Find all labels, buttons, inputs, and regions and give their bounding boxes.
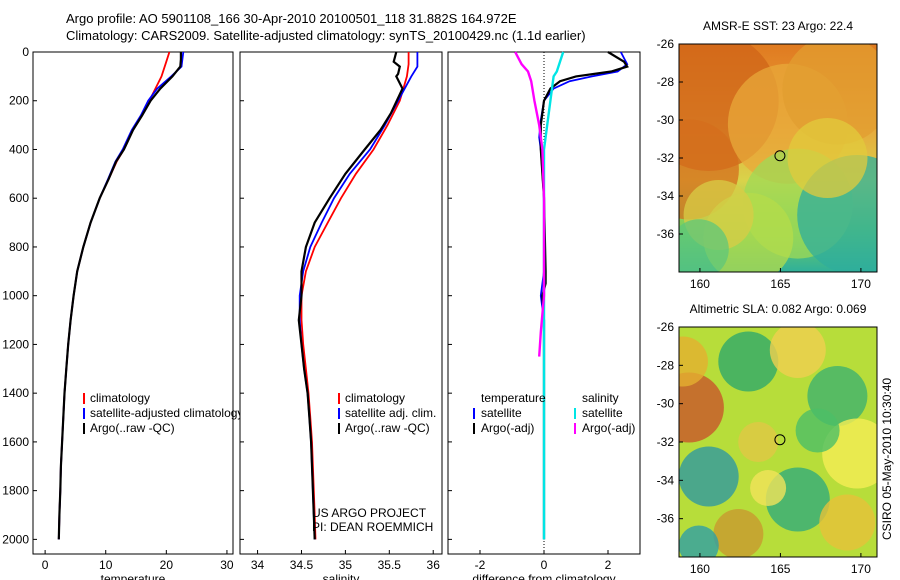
x-tick-label: 35.5 bbox=[378, 558, 402, 572]
y-tick-label: 1600 bbox=[2, 435, 29, 449]
side-timestamp-label: CSIRO 05-May-2010 10:30:40 bbox=[880, 377, 894, 540]
legend-title-temperature: temperature bbox=[481, 391, 546, 405]
legend-label: Argo(..raw -QC) bbox=[345, 421, 430, 435]
y-tick-label: -30 bbox=[657, 113, 675, 127]
y-tick-label: -28 bbox=[657, 75, 675, 89]
y-tick-label: -34 bbox=[657, 189, 675, 203]
y-tick-label: -36 bbox=[657, 512, 675, 526]
y-tick-label: 2000 bbox=[2, 532, 29, 546]
x-tick-label: 170 bbox=[851, 277, 871, 291]
y-tick-label: -34 bbox=[657, 473, 675, 487]
y-tick-label: 800 bbox=[9, 240, 29, 254]
sst-blob bbox=[787, 118, 868, 198]
legend-label: Argo(-adj) bbox=[582, 421, 635, 435]
project-annotation: US ARGO PROJECT bbox=[312, 506, 427, 520]
y-tick-label: 1200 bbox=[2, 337, 29, 351]
legend-title-salinity: salinity bbox=[582, 391, 619, 405]
y-tick-label: 400 bbox=[9, 142, 29, 156]
project-annotation: PI: DEAN ROEMMICH bbox=[312, 520, 433, 534]
sla-blob bbox=[795, 408, 840, 453]
legend-label: satellite bbox=[582, 406, 623, 420]
y-tick-label: -30 bbox=[657, 397, 675, 411]
y-tick-label: -28 bbox=[657, 358, 675, 372]
x-tick-label: 165 bbox=[770, 562, 790, 576]
sla-blob bbox=[819, 494, 876, 551]
difference-x-axis-label: difference from climatology bbox=[472, 572, 615, 580]
legend-label: climatology bbox=[90, 391, 150, 405]
argo-position-marker bbox=[774, 150, 786, 162]
y-tick-label: 1000 bbox=[2, 289, 29, 303]
sla-blob bbox=[679, 525, 719, 557]
x-tick-label: 0 bbox=[42, 558, 49, 572]
sla-blob bbox=[713, 509, 764, 557]
series-line-argo--adj- bbox=[514, 51, 546, 357]
x-tick-label: 35 bbox=[339, 558, 353, 572]
legend-label: satellite-adjusted climatology bbox=[90, 406, 243, 420]
salinity-x-axis-label: salinity bbox=[323, 572, 360, 580]
sla-blob bbox=[738, 422, 779, 462]
header-line-1: Argo profile: AO 5901108_166 30-Apr-2010… bbox=[66, 11, 517, 26]
y-tick-label: 1800 bbox=[2, 484, 29, 498]
x-tick-label: 36 bbox=[427, 558, 441, 572]
y-tick-label: 1400 bbox=[2, 386, 29, 400]
x-tick-label: 160 bbox=[690, 562, 710, 576]
y-tick-label: 200 bbox=[9, 94, 29, 108]
x-tick-label: -2 bbox=[475, 558, 486, 572]
x-tick-label: 0 bbox=[541, 558, 548, 572]
legend-label: satellite bbox=[481, 406, 522, 420]
sst-blob bbox=[679, 219, 729, 272]
temperature-panel: 0 10 20 30 0 200 400 600 800 1000 1200 1400 1600 1800… bbox=[2, 45, 243, 580]
x-tick-label: 170 bbox=[851, 562, 871, 576]
x-tick-label: 165 bbox=[770, 277, 790, 291]
g-sst-field bbox=[679, 44, 877, 272]
argo-position-marker bbox=[774, 434, 786, 446]
y-tick-label: -32 bbox=[657, 435, 675, 449]
sla-blob bbox=[750, 470, 787, 506]
sla-blob bbox=[718, 331, 779, 392]
x-tick-label: 2 bbox=[605, 558, 612, 572]
sla-blob bbox=[679, 372, 724, 443]
sla-blob bbox=[769, 327, 826, 378]
x-tick-label: 10 bbox=[99, 558, 113, 572]
sst-map-panel: AMSR-E SST: 23 Argo: 22.4 160 165 170 -26 -28… bbox=[657, 19, 878, 291]
legend-label: satellite adj. clim. bbox=[345, 406, 436, 420]
x-tick-label: 34.5 bbox=[290, 558, 314, 572]
y-tick-label: -36 bbox=[657, 227, 675, 241]
legend-label: climatology bbox=[345, 391, 405, 405]
salinity-plot-frame bbox=[239, 51, 443, 555]
y-tick-label: 600 bbox=[9, 191, 29, 205]
sla-map-panel: Altimetric SLA: 0.082 Argo: 0.069 160 165 1… bbox=[657, 302, 878, 576]
x-tick-label: 30 bbox=[220, 558, 234, 572]
g-sla-title: Altimetric SLA: 0.082 Argo: 0.069 bbox=[690, 302, 867, 316]
series-line-argo---raw--qc- bbox=[57, 52, 182, 540]
y-tick-label: 0 bbox=[22, 45, 29, 59]
series-line-argo---raw--qc- bbox=[297, 51, 404, 540]
sla-blob bbox=[679, 336, 708, 387]
legend-label: Argo(..raw -QC) bbox=[90, 421, 175, 435]
temperature-plot-frame bbox=[32, 51, 234, 555]
y-tick-label: -26 bbox=[657, 37, 675, 51]
legend-label: Argo(-adj) bbox=[481, 421, 534, 435]
x-tick-label: 34 bbox=[251, 558, 265, 572]
temperature-x-axis-label: temperature bbox=[101, 572, 166, 580]
g-sst-title: AMSR-E SST: 23 Argo: 22.4 bbox=[703, 19, 853, 33]
g-sla-field bbox=[679, 327, 877, 557]
x-tick-label: 160 bbox=[690, 277, 710, 291]
sst-blob bbox=[782, 44, 877, 145]
sla-blob bbox=[679, 446, 739, 507]
header-line-2: Climatology: CARS2009. Satellite-adjuste… bbox=[66, 28, 586, 43]
x-tick-label: 20 bbox=[160, 558, 174, 572]
y-tick-label: -26 bbox=[657, 320, 675, 334]
y-tick-label: -32 bbox=[657, 151, 675, 165]
salinity-panel: 34 34.5 35 35.5 36 salinity climatologysatelli… bbox=[239, 51, 443, 580]
